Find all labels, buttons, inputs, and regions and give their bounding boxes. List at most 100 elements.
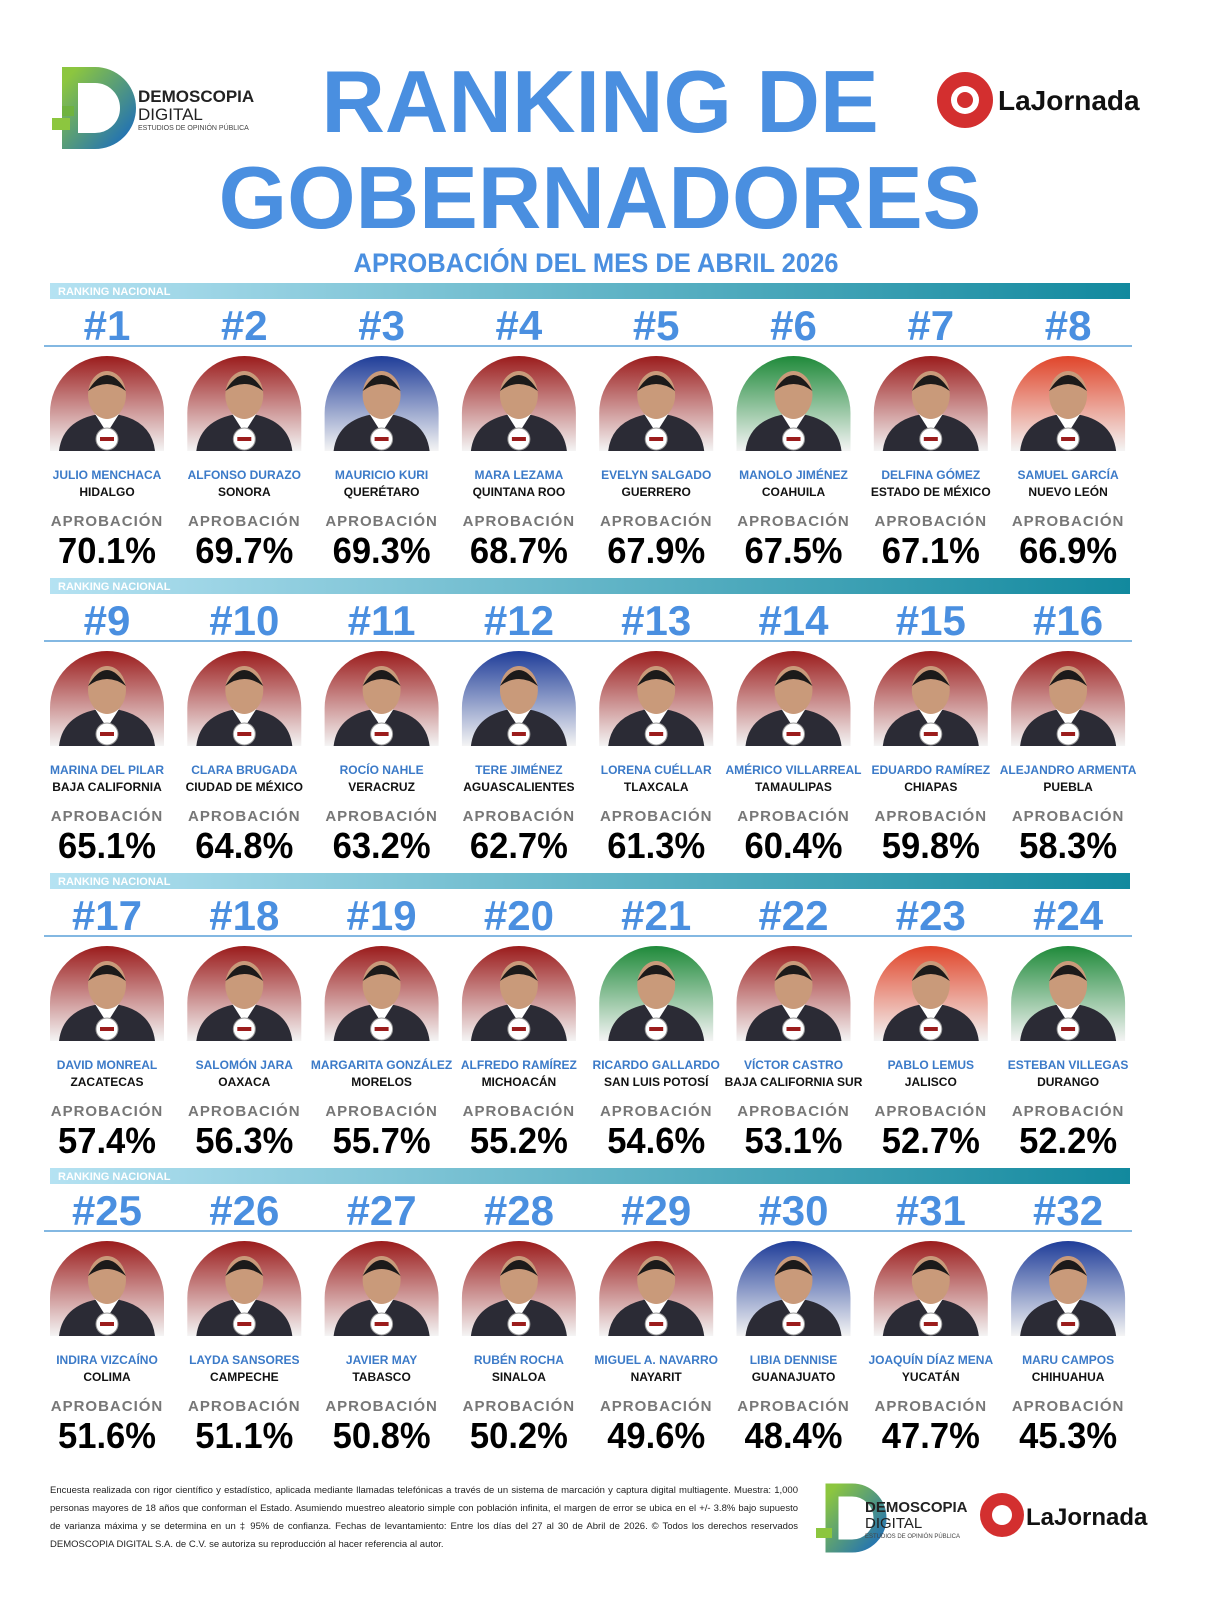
governor-name: ALFREDO RAMÍREZ [461, 1057, 577, 1072]
title-line-2: GOBERNADORES [219, 148, 982, 247]
approval-value: 65.1% [58, 825, 156, 866]
governor-state: PUEBLA [1043, 780, 1093, 794]
governor-photo [873, 356, 988, 451]
governor-state: CHIAPAS [904, 780, 957, 794]
approval-value: 67.9% [607, 530, 705, 571]
governor-name: VÍCTOR CASTRO [744, 1057, 843, 1072]
partner-name: LaJornada [998, 85, 1140, 116]
silhouette-hair [1049, 375, 1088, 391]
approval-label: APROBACIÓN [875, 807, 988, 825]
governor-photo [1011, 651, 1126, 746]
party-logo-mark [1061, 732, 1076, 736]
approval-value: 56.3% [195, 1120, 293, 1161]
governor-name: DAVID MONREAL [57, 1058, 157, 1072]
title-line-1: RANKING DE [321, 52, 878, 151]
footer-brand-tagline: ESTUDIOS DE OPINIÓN PÚBLICA [865, 1533, 960, 1540]
governor-name: LAYDA SANSORES [189, 1353, 299, 1367]
governor-name: EVELYN SALGADO [601, 468, 711, 482]
rank: #2 [221, 302, 268, 349]
approval-label: APROBACIÓN [51, 512, 164, 530]
rank: #8 [1045, 302, 1092, 349]
governor-name: ALFONSO DURAZO [188, 468, 301, 482]
party-logo-mark [237, 1027, 252, 1031]
governor-name: JOAQUÍN DÍAZ MENA [868, 1352, 993, 1367]
party-logo-mark [374, 437, 389, 441]
approval-value: 53.1% [745, 1120, 843, 1161]
silhouette-collar [644, 709, 669, 728]
approval-value: 50.8% [333, 1415, 431, 1456]
silhouette-hair [225, 670, 264, 686]
governor-photo [50, 1241, 164, 1336]
approval-value: 45.3% [1019, 1415, 1117, 1456]
party-logo-mark [100, 732, 114, 736]
governor-name: JULIO MENCHACA [53, 468, 162, 482]
governor-photo [50, 356, 164, 451]
party-logo-mark [786, 732, 801, 736]
governor-photo [50, 946, 164, 1041]
governor-name: ROCÍO NAHLE [340, 762, 424, 777]
partner-logo: LaJornada [937, 72, 1140, 128]
approval-value: 58.3% [1019, 825, 1117, 866]
approval-value: 51.1% [195, 1415, 293, 1456]
governor-name: DELFINA GÓMEZ [881, 467, 980, 482]
governor-name: MARU CAMPOS [1022, 1353, 1114, 1367]
rank: #21 [621, 892, 691, 939]
silhouette-collar [232, 414, 257, 433]
party-logo-mark [923, 1027, 938, 1031]
footer-brand-name: DEMOSCOPIA [865, 1499, 968, 1516]
silhouette-hair [1049, 670, 1088, 686]
party-logo-mark [923, 437, 938, 441]
rank: #24 [1033, 892, 1104, 939]
rank: #3 [358, 302, 405, 349]
approval-value: 52.7% [882, 1120, 980, 1161]
governor-state: ESTADO DE MÉXICO [871, 484, 991, 499]
rank: #17 [72, 892, 142, 939]
silhouette-hair [911, 375, 950, 391]
governor-state: CAMPECHE [210, 1370, 279, 1384]
party-logo-mark [511, 1027, 526, 1031]
brand-tagline: ESTUDIOS DE OPINIÓN PÚBLICA [138, 123, 249, 132]
approval-label: APROBACIÓN [1012, 1397, 1125, 1415]
silhouette-hair [225, 1260, 264, 1276]
silhouette-collar [369, 709, 394, 728]
approval-label: APROBACIÓN [600, 512, 713, 530]
approval-label: APROBACIÓN [463, 512, 576, 530]
party-logo-mark [374, 732, 389, 736]
governor-photo [461, 355, 576, 451]
silhouette-hair [637, 1260, 676, 1276]
silhouette-collar [95, 414, 119, 433]
rank: #28 [484, 1187, 554, 1234]
rank: #7 [907, 302, 954, 349]
governor-name: ALEJANDRO ARMENTA [1000, 763, 1137, 777]
approval-value: 55.7% [333, 1120, 431, 1161]
party-logo-mark [649, 437, 664, 441]
governor-name: MIGUEL A. NAVARRO [594, 1353, 718, 1367]
methodology-note: Encuesta realizada con rigor científico … [50, 1485, 798, 1550]
governor-photo [461, 1241, 576, 1336]
governor-photo [50, 651, 164, 746]
governor-name: EDUARDO RAMÍREZ [871, 762, 990, 777]
silhouette-hair [499, 375, 538, 391]
party-logo-mark [786, 1322, 801, 1326]
silhouette-hair [1049, 965, 1088, 981]
silhouette-hair [637, 670, 676, 686]
section-label: RANKING NACIONAL [58, 581, 171, 593]
party-logo-mark [786, 1027, 801, 1031]
party-logo-mark [237, 437, 252, 441]
party-logo-mark [649, 1027, 664, 1031]
approval-label: APROBACIÓN [463, 807, 576, 825]
approval-value: 70.1% [58, 530, 156, 571]
governor-name: MARA LEZAMA [474, 468, 563, 482]
silhouette-collar [644, 1299, 669, 1318]
approval-value: 55.2% [470, 1120, 568, 1161]
silhouette-hair [774, 670, 813, 686]
silhouette-collar [1056, 709, 1081, 728]
party-logo-mark [1061, 1027, 1076, 1031]
approval-label: APROBACIÓN [875, 512, 988, 530]
silhouette-collar [232, 1299, 257, 1318]
governor-state: YUCATÁN [902, 1369, 960, 1384]
governor-name: CLARA BRUGADA [191, 763, 298, 777]
silhouette-hair [637, 965, 676, 981]
silhouette-collar [506, 1299, 531, 1318]
